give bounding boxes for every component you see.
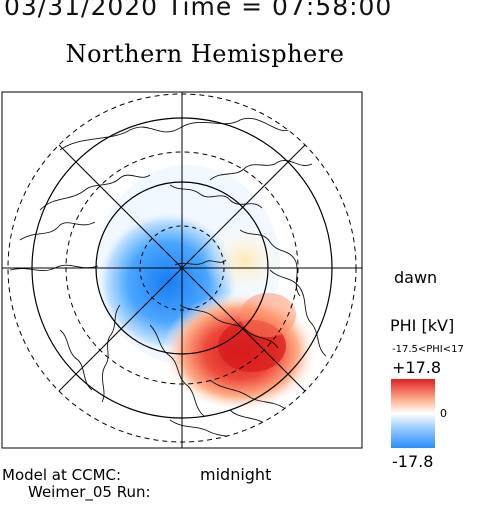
colorbar-zero-label: 0 bbox=[440, 407, 447, 420]
model-line-1: Model at CCMC: bbox=[2, 466, 122, 484]
polar-map bbox=[1, 91, 363, 449]
midnight-label: midnight bbox=[200, 465, 272, 484]
colorbar-range: -17.5<PHI<17 bbox=[392, 344, 464, 355]
page-title: Northern Hemisphere bbox=[65, 40, 345, 68]
model-line-2: Weimer_05 Run: bbox=[28, 483, 151, 501]
colorbar-min-label: -17.8 bbox=[392, 452, 434, 471]
meridians bbox=[2, 92, 362, 448]
model-info: Model at CCMC: Weimer_05 Run: bbox=[2, 467, 151, 501]
dawn-label: dawn bbox=[394, 268, 438, 287]
colorbar bbox=[391, 379, 435, 448]
timestamp-header: 03/31/2020 Time = 07:58:00 bbox=[4, 0, 393, 21]
colorbar-max-label: +17.8 bbox=[392, 358, 442, 377]
colorbar-title: PHI [kV] bbox=[390, 316, 455, 335]
